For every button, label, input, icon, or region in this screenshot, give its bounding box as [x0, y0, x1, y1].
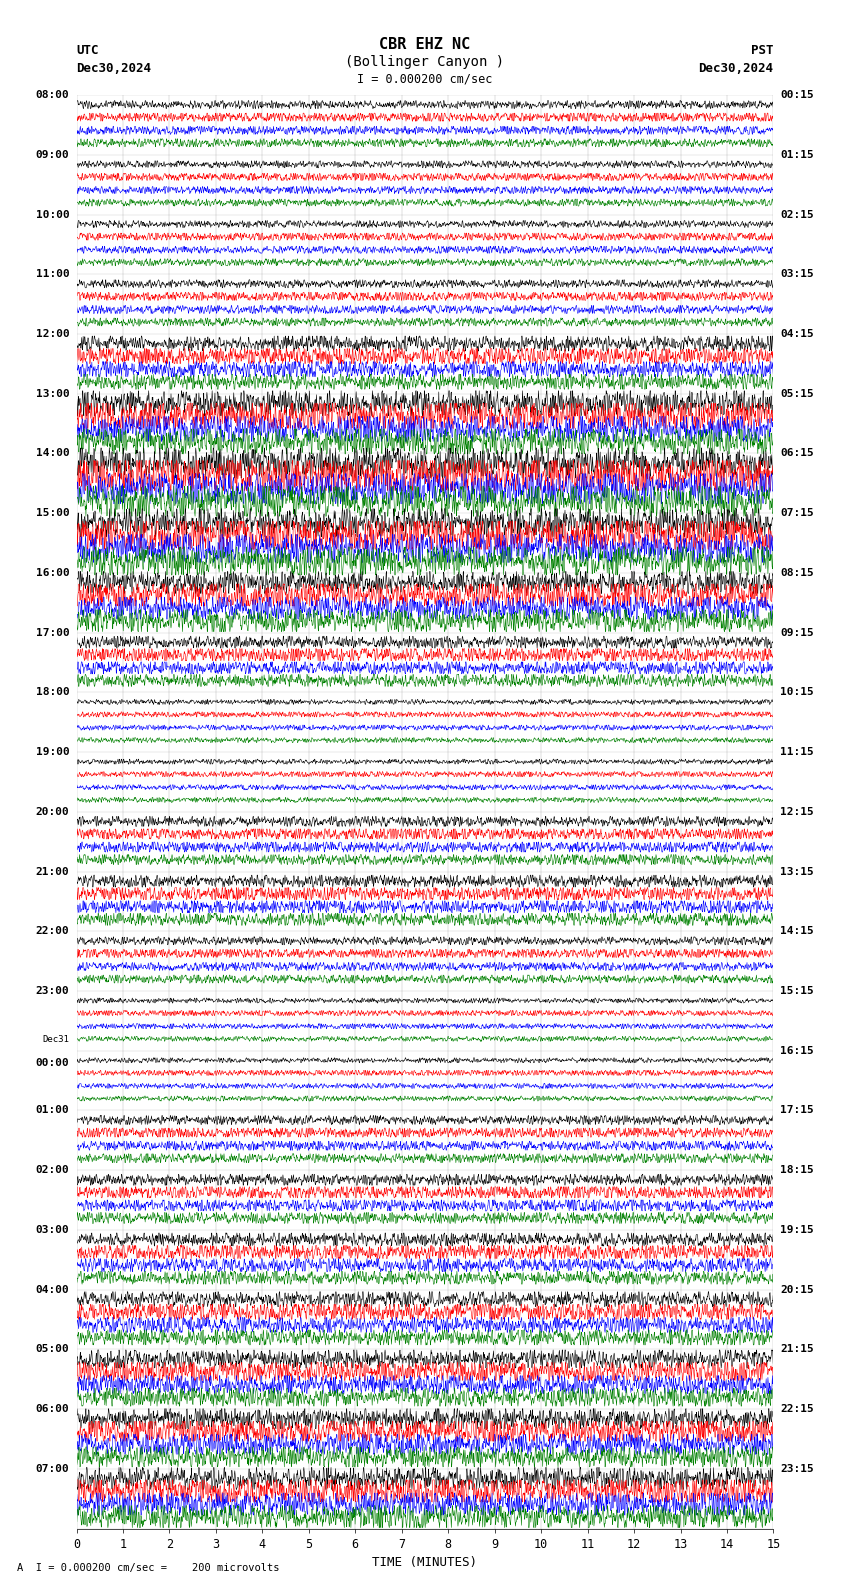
Text: 13:15: 13:15 [780, 866, 814, 876]
Text: 08:15: 08:15 [780, 569, 814, 578]
Text: 00:00: 00:00 [36, 1058, 70, 1068]
Text: 17:00: 17:00 [36, 627, 70, 638]
Text: 09:00: 09:00 [36, 150, 70, 160]
Text: 23:00: 23:00 [36, 985, 70, 996]
Text: 23:15: 23:15 [780, 1464, 814, 1473]
Text: A  I = 0.000200 cm/sec =    200 microvolts: A I = 0.000200 cm/sec = 200 microvolts [17, 1563, 280, 1573]
Text: 14:15: 14:15 [780, 927, 814, 936]
Text: I = 0.000200 cm/sec: I = 0.000200 cm/sec [357, 73, 493, 86]
Text: 04:00: 04:00 [36, 1285, 70, 1294]
Text: 15:00: 15:00 [36, 508, 70, 518]
Text: 08:00: 08:00 [36, 90, 70, 100]
Text: 18:00: 18:00 [36, 687, 70, 697]
Text: 12:00: 12:00 [36, 329, 70, 339]
Text: 13:00: 13:00 [36, 388, 70, 399]
Text: 20:15: 20:15 [780, 1285, 814, 1294]
Text: 07:00: 07:00 [36, 1464, 70, 1473]
Text: 22:15: 22:15 [780, 1403, 814, 1415]
Text: 19:15: 19:15 [780, 1224, 814, 1236]
Text: 09:15: 09:15 [780, 627, 814, 638]
Text: 21:00: 21:00 [36, 866, 70, 876]
Text: 11:15: 11:15 [780, 748, 814, 757]
Text: Dec30,2024: Dec30,2024 [76, 62, 151, 74]
Text: 11:00: 11:00 [36, 269, 70, 279]
Text: 00:15: 00:15 [780, 90, 814, 100]
Text: 03:15: 03:15 [780, 269, 814, 279]
Text: 03:00: 03:00 [36, 1224, 70, 1236]
Text: 15:15: 15:15 [780, 985, 814, 996]
Text: Dec30,2024: Dec30,2024 [699, 62, 774, 74]
Text: 17:15: 17:15 [780, 1106, 814, 1115]
Text: 04:15: 04:15 [780, 329, 814, 339]
Text: 01:00: 01:00 [36, 1106, 70, 1115]
Text: 07:15: 07:15 [780, 508, 814, 518]
Text: UTC: UTC [76, 44, 99, 57]
Text: 01:15: 01:15 [780, 150, 814, 160]
Text: 10:00: 10:00 [36, 209, 70, 220]
Text: 02:15: 02:15 [780, 209, 814, 220]
Text: 21:15: 21:15 [780, 1345, 814, 1354]
Text: 14:00: 14:00 [36, 448, 70, 458]
Text: 05:15: 05:15 [780, 388, 814, 399]
Text: 19:00: 19:00 [36, 748, 70, 757]
Text: (Bollinger Canyon ): (Bollinger Canyon ) [345, 55, 505, 68]
Text: 10:15: 10:15 [780, 687, 814, 697]
Text: PST: PST [751, 44, 774, 57]
Text: 16:15: 16:15 [780, 1045, 814, 1055]
Text: 06:15: 06:15 [780, 448, 814, 458]
Text: Dec31: Dec31 [42, 1034, 70, 1044]
Text: 20:00: 20:00 [36, 806, 70, 817]
Text: 02:00: 02:00 [36, 1166, 70, 1175]
Text: 16:00: 16:00 [36, 569, 70, 578]
Text: 06:00: 06:00 [36, 1403, 70, 1415]
Text: 18:15: 18:15 [780, 1166, 814, 1175]
Text: 12:15: 12:15 [780, 806, 814, 817]
X-axis label: TIME (MINUTES): TIME (MINUTES) [372, 1555, 478, 1570]
Text: CBR EHZ NC: CBR EHZ NC [379, 36, 471, 52]
Text: 22:00: 22:00 [36, 927, 70, 936]
Text: 05:00: 05:00 [36, 1345, 70, 1354]
